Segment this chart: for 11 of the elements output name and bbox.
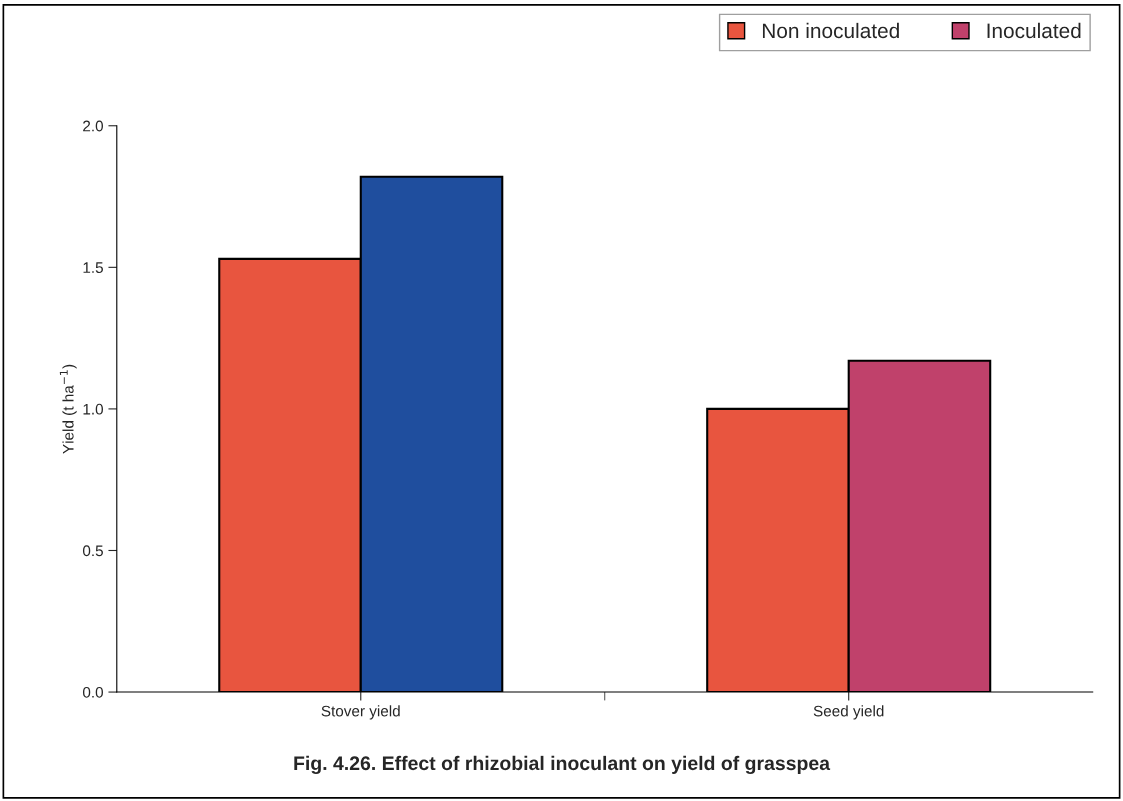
y-tick-label: 0.5 — [82, 545, 103, 557]
x-tick-label: Stover yield — [321, 705, 400, 720]
legend-label: Non inoculated — [762, 22, 899, 39]
y-axis-title: Yield (t ha$^{−1}$) — [59, 364, 77, 454]
text: Fig. 4.26. Effect of rhizobial inoculant on yield of grasspea — [294, 755, 831, 775]
y-tick-label: 1.0 — [83, 403, 103, 415]
y-tick-label: 0.0 — [82, 686, 103, 698]
y-tick-label: 2.0 — [83, 120, 103, 132]
x-tick-label: Seed yield — [813, 705, 884, 720]
y-tick-label: 1.5 — [83, 262, 103, 274]
legend-label: Inoculated — [987, 22, 1081, 39]
